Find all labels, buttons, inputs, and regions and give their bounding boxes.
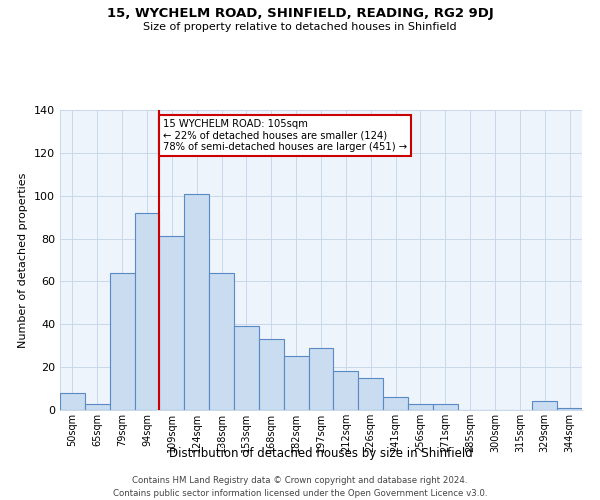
Bar [184, 194, 209, 410]
Bar [408, 404, 433, 410]
Text: Contains public sector information licensed under the Open Government Licence v3: Contains public sector information licen… [113, 489, 487, 498]
Text: Size of property relative to detached houses in Shinfield: Size of property relative to detached ho… [143, 22, 457, 32]
Bar [557, 408, 582, 410]
Bar [259, 340, 284, 410]
Text: 15, WYCHELM ROAD, SHINFIELD, READING, RG2 9DJ: 15, WYCHELM ROAD, SHINFIELD, READING, RG… [107, 8, 493, 20]
Text: 15 WYCHELM ROAD: 105sqm
← 22% of detached houses are smaller (124)
78% of semi-d: 15 WYCHELM ROAD: 105sqm ← 22% of detache… [163, 118, 407, 152]
Bar [433, 404, 458, 410]
Bar [358, 378, 383, 410]
Bar [85, 404, 110, 410]
Bar [532, 402, 557, 410]
Bar [160, 236, 184, 410]
Bar [308, 348, 334, 410]
Text: Distribution of detached houses by size in Shinfield: Distribution of detached houses by size … [169, 448, 473, 460]
Text: Contains HM Land Registry data © Crown copyright and database right 2024.: Contains HM Land Registry data © Crown c… [132, 476, 468, 485]
Y-axis label: Number of detached properties: Number of detached properties [19, 172, 28, 348]
Bar [134, 213, 160, 410]
Bar [60, 393, 85, 410]
Bar [110, 273, 134, 410]
Bar [234, 326, 259, 410]
Bar [209, 273, 234, 410]
Bar [284, 356, 308, 410]
Bar [334, 372, 358, 410]
Bar [383, 397, 408, 410]
